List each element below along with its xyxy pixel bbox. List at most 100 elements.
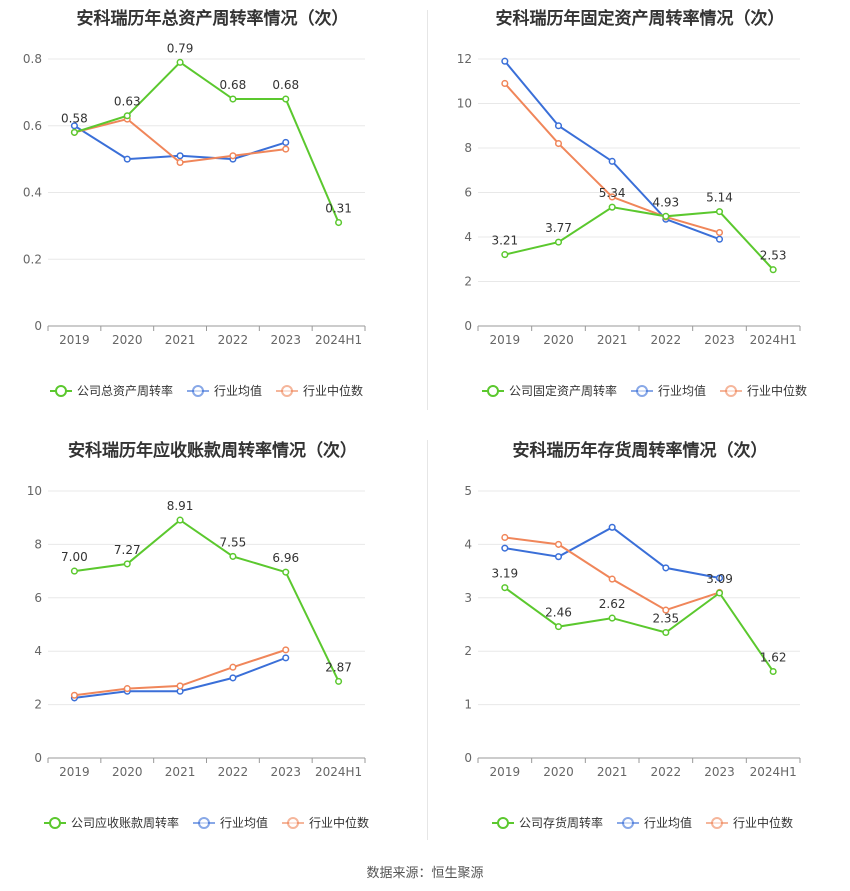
data-label: 2.53 — [760, 249, 787, 263]
y-tick-label: 4 — [464, 537, 472, 551]
y-tick-label: 0.2 — [23, 252, 42, 266]
chart-receivables-turnover: 0 2 4 6 8 10 2019 2020 2021 2022 2023 2024H1 7.00 7.2… — [27, 484, 369, 830]
data-point-industry_median — [554, 140, 563, 148]
data-point-company — [715, 208, 724, 216]
chart-panel-fixed-assets: 安科瑞历年固定资产周转率情况（次） 0 2 4 6 8 10 12 2019 2020 2021 2… — [430, 0, 850, 410]
data-point-industry_median — [608, 575, 616, 583]
x-tick-label: 2021 — [165, 333, 196, 347]
y-tick-label: 2 — [464, 275, 472, 289]
y-tick-label: 6 — [464, 186, 472, 200]
y-tick-label: 4 — [34, 644, 42, 658]
data-label: 0.79 — [167, 41, 194, 55]
legend-item-industry_avg: 行业均值 — [187, 383, 262, 398]
data-point-industry_median — [123, 685, 131, 693]
data-label: 0.68 — [220, 78, 247, 92]
legend-label: 行业中位数 — [309, 815, 369, 830]
legend-item-company: 公司固定资产周转率 — [482, 383, 617, 398]
data-label: 5.14 — [706, 191, 733, 205]
data-point-company — [176, 516, 184, 524]
legend-item-industry_median: 行业中位数 — [706, 815, 793, 830]
data-point-company — [176, 58, 184, 66]
data-point-company — [501, 251, 509, 259]
x-tick-label: 2021 — [165, 765, 196, 779]
data-point-industry_avg — [501, 544, 509, 552]
data-point-industry_avg — [70, 122, 78, 130]
legend-label: 行业均值 — [220, 815, 268, 830]
x-tick-label: 2022 — [651, 765, 682, 779]
data-label: 0.58 — [61, 111, 88, 125]
x-tick-label: 2022 — [218, 333, 249, 347]
chart-title: 安科瑞历年总资产周转率情况（次） — [76, 9, 349, 29]
data-point-company — [229, 95, 237, 103]
data-point-industry_median — [70, 691, 78, 699]
legend-marker — [636, 385, 648, 397]
x-tick-label: 2022 — [218, 765, 249, 779]
legend-item-industry_avg: 行业均值 — [193, 815, 268, 830]
chart-total-assets-turnover: 0 0.2 0.4 0.6 0.8 2019 2020 2021 2022 2023 2024H1 0… — [23, 41, 366, 398]
legend-marker — [622, 817, 634, 829]
data-point-industry_median — [282, 145, 290, 153]
data-point-company — [335, 218, 343, 227]
y-tick-label: 0 — [464, 751, 472, 765]
legend-label: 行业中位数 — [303, 383, 363, 398]
y-tick-label: 12 — [457, 52, 472, 66]
legend-marker — [725, 385, 737, 397]
data-point-industry_median — [501, 79, 509, 88]
chart-title: 安科瑞历年固定资产周转率情况（次） — [495, 9, 785, 29]
x-tick-label: 2022 — [651, 333, 682, 347]
x-tick-label: 2019 — [490, 333, 521, 347]
y-tick-label: 6 — [34, 591, 42, 605]
chart-fixed-assets-turnover: 0 2 4 6 8 10 12 2019 2020 2021 2022 2023 2024H1 3.21 3… — [457, 52, 807, 398]
data-point-industry_median — [176, 158, 184, 167]
y-tick-label: 2 — [464, 644, 472, 658]
data-point-industry_avg — [123, 155, 131, 163]
legend-marker — [487, 385, 499, 397]
legend-marker — [55, 385, 67, 397]
data-point-industry_avg — [282, 138, 290, 146]
data-point-industry_median — [176, 682, 184, 690]
data-point-industry_avg — [608, 523, 616, 531]
y-tick-label: 3 — [464, 591, 472, 605]
data-point-industry_median — [229, 152, 237, 160]
data-label: 2.62 — [599, 597, 626, 611]
data-label: 3.09 — [706, 572, 733, 586]
y-tick-label: 0.6 — [23, 119, 42, 133]
data-point-industry_median — [662, 606, 670, 614]
data-point-company — [554, 623, 563, 631]
legend-item-industry_avg: 行业均值 — [617, 815, 692, 830]
legend-item-company: 公司存货周转率 — [492, 815, 603, 830]
data-point-company — [123, 560, 131, 568]
data-label: 2.46 — [545, 606, 572, 620]
data-point-industry_median — [608, 193, 616, 201]
data-point-company — [554, 238, 563, 246]
data-point-industry_avg — [554, 122, 563, 130]
y-tick-label: 2 — [34, 698, 42, 712]
data-point-company — [662, 212, 670, 220]
x-tick-label: 2024H1 — [315, 333, 362, 347]
data-label: 3.77 — [545, 221, 572, 235]
legend-label: 行业均值 — [644, 815, 692, 830]
vertical-divider — [427, 440, 428, 840]
y-tick-label: 0 — [464, 319, 472, 333]
data-point-industry_avg — [229, 674, 237, 682]
vertical-divider — [427, 10, 428, 410]
legend-label: 行业中位数 — [733, 815, 793, 830]
y-tick-label: 10 — [27, 484, 42, 498]
y-tick-label: 8 — [464, 141, 472, 155]
y-tick-label: 0.8 — [23, 52, 42, 66]
series-line-company — [74, 518, 340, 682]
x-tick-label: 2024H1 — [315, 765, 362, 779]
chart-panel-receivables: 安科瑞历年应收账款周转率情况（次） 0 2 4 6 8 10 2019 2020 2021 202… — [0, 430, 425, 850]
chart-title: 安科瑞历年存货周转率情况（次） — [512, 441, 768, 461]
x-tick-label: 2023 — [704, 333, 735, 347]
data-point-company — [229, 552, 237, 560]
legend-item-industry_avg: 行业均值 — [631, 383, 706, 398]
data-point-industry_avg — [608, 157, 616, 165]
legend-marker — [497, 817, 509, 829]
series-line-industry_avg — [504, 526, 720, 580]
data-label: 6.96 — [272, 551, 299, 565]
data-point-industry_avg — [715, 574, 724, 582]
data-point-company — [715, 589, 724, 597]
data-point-company — [123, 112, 131, 120]
data-label: 0.68 — [272, 78, 299, 92]
